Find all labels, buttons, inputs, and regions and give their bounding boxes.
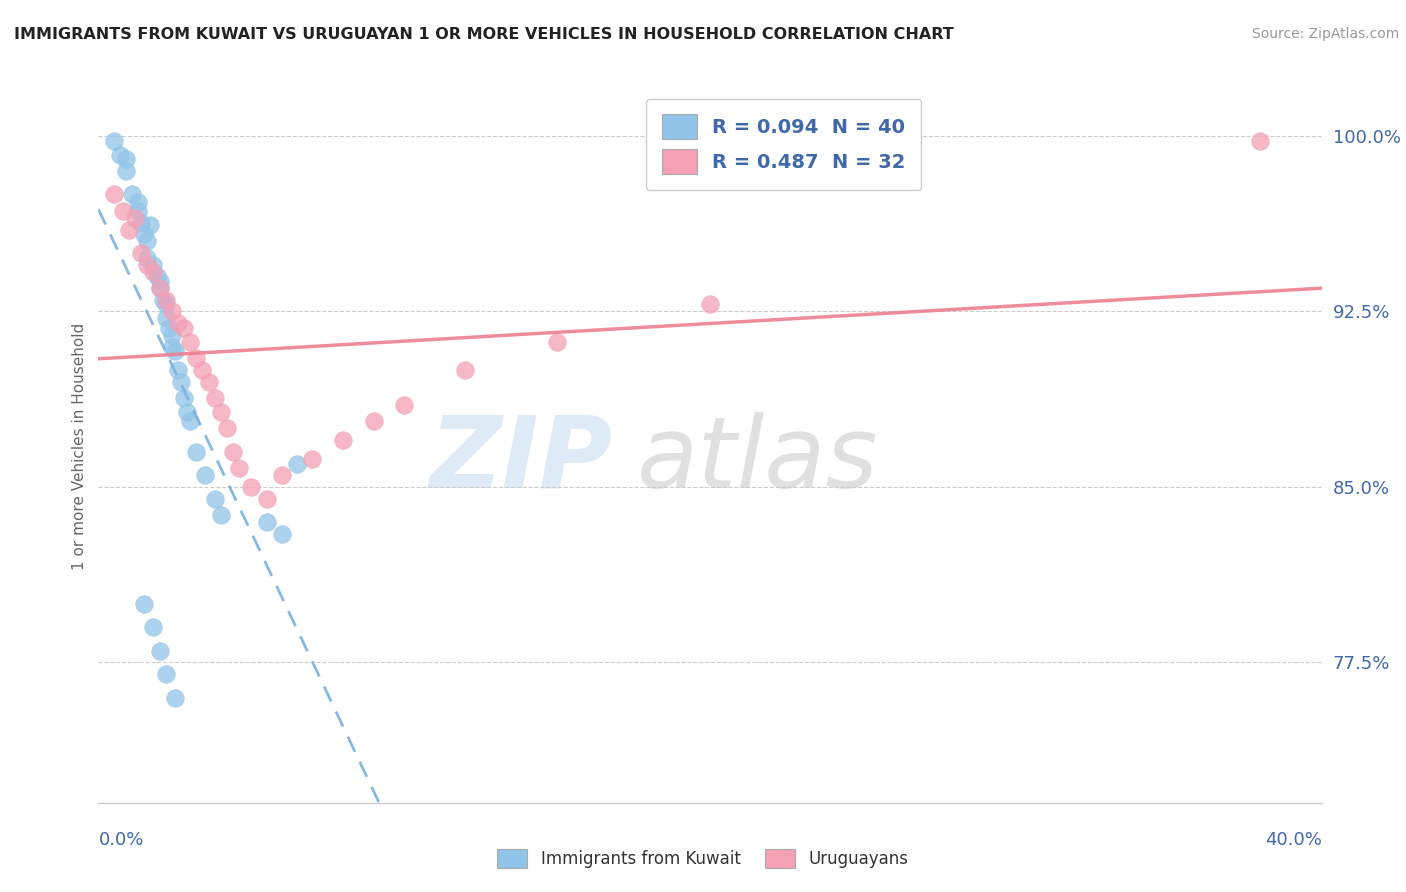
Point bbox=[179, 334, 201, 349]
Point bbox=[136, 251, 159, 265]
Point bbox=[136, 258, 159, 272]
Point bbox=[204, 491, 226, 506]
Point bbox=[270, 526, 292, 541]
Point bbox=[108, 147, 131, 161]
Point bbox=[155, 311, 177, 326]
Point bbox=[115, 153, 138, 167]
Text: atlas: atlas bbox=[637, 412, 879, 508]
Point bbox=[142, 620, 165, 634]
Text: 40.0%: 40.0% bbox=[1265, 831, 1322, 849]
Point bbox=[209, 405, 232, 419]
Point bbox=[173, 391, 195, 405]
Point bbox=[155, 293, 177, 307]
Point bbox=[204, 391, 226, 405]
Point bbox=[111, 203, 134, 218]
Point bbox=[157, 321, 180, 335]
Point bbox=[155, 667, 177, 681]
Text: 0.0%: 0.0% bbox=[98, 831, 143, 849]
Point bbox=[142, 258, 165, 272]
Point bbox=[129, 216, 152, 230]
Point bbox=[118, 222, 141, 236]
Point bbox=[160, 340, 183, 354]
Point bbox=[363, 414, 385, 428]
Point bbox=[160, 304, 183, 318]
Text: IMMIGRANTS FROM KUWAIT VS URUGUAYAN 1 OR MORE VEHICLES IN HOUSEHOLD CORRELATION : IMMIGRANTS FROM KUWAIT VS URUGUAYAN 1 OR… bbox=[14, 27, 953, 42]
Point bbox=[127, 194, 149, 209]
Point bbox=[228, 461, 250, 475]
Y-axis label: 1 or more Vehicles in Household: 1 or more Vehicles in Household bbox=[72, 322, 87, 570]
Point bbox=[186, 445, 208, 459]
Point bbox=[191, 363, 214, 377]
Point bbox=[163, 344, 186, 359]
Point bbox=[222, 445, 245, 459]
Point bbox=[103, 187, 125, 202]
Point bbox=[256, 491, 278, 506]
Point bbox=[285, 457, 308, 471]
Point bbox=[134, 227, 156, 242]
Point bbox=[167, 316, 190, 330]
Point bbox=[173, 321, 195, 335]
Point bbox=[699, 297, 721, 311]
Point bbox=[392, 398, 416, 412]
Point bbox=[115, 164, 138, 178]
Point bbox=[129, 246, 152, 260]
Point bbox=[142, 265, 165, 279]
Point bbox=[134, 597, 156, 611]
Point bbox=[256, 515, 278, 529]
Point bbox=[127, 203, 149, 218]
Point bbox=[149, 274, 172, 288]
Point bbox=[270, 468, 292, 483]
Point bbox=[139, 218, 162, 232]
Point bbox=[103, 134, 125, 148]
Point bbox=[197, 375, 219, 389]
Point bbox=[152, 293, 174, 307]
Point bbox=[301, 451, 323, 466]
Point bbox=[240, 480, 263, 494]
Point bbox=[215, 421, 238, 435]
Point bbox=[209, 508, 232, 522]
Point bbox=[145, 269, 167, 284]
Point bbox=[176, 405, 198, 419]
Text: Source: ZipAtlas.com: Source: ZipAtlas.com bbox=[1251, 27, 1399, 41]
Point bbox=[194, 468, 217, 483]
Point bbox=[149, 644, 172, 658]
Point bbox=[160, 327, 183, 342]
Point bbox=[167, 363, 190, 377]
Legend: R = 0.094  N = 40, R = 0.487  N = 32: R = 0.094 N = 40, R = 0.487 N = 32 bbox=[647, 99, 921, 190]
Legend: Immigrants from Kuwait, Uruguayans: Immigrants from Kuwait, Uruguayans bbox=[491, 842, 915, 875]
Point bbox=[149, 281, 172, 295]
Point bbox=[332, 433, 354, 447]
Text: ZIP: ZIP bbox=[429, 412, 612, 508]
Point bbox=[136, 234, 159, 248]
Point bbox=[124, 211, 146, 225]
Point bbox=[179, 414, 201, 428]
Point bbox=[546, 334, 568, 349]
Point bbox=[155, 297, 177, 311]
Point bbox=[121, 187, 143, 202]
Point bbox=[149, 281, 172, 295]
Point bbox=[163, 690, 186, 705]
Point bbox=[170, 375, 193, 389]
Point bbox=[186, 351, 208, 366]
Point bbox=[1249, 134, 1271, 148]
Point bbox=[454, 363, 477, 377]
